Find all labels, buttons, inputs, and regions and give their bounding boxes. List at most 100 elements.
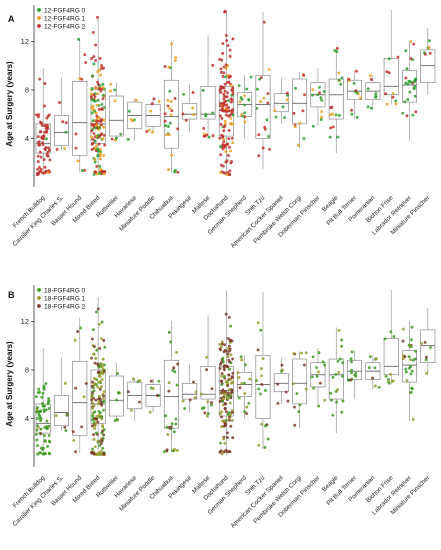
data-point [83,53,87,57]
data-point [220,116,224,120]
data-point [102,452,106,456]
data-point [46,171,50,175]
data-point [36,115,40,119]
data-point [317,370,320,374]
data-point [220,415,224,419]
data-point [171,449,175,453]
data-point [413,77,417,81]
data-point [44,170,48,174]
data-point [224,419,228,422]
data-point [406,82,410,86]
data-point [243,392,247,395]
data-point [167,65,171,69]
data-point [47,424,51,428]
data-point [96,15,99,19]
data-point [242,381,246,385]
data-point [174,56,178,60]
box-chihuahua [163,41,180,174]
box-iqr [328,358,344,400]
data-point [219,396,223,400]
legend-entry: 18-FGF4RG 1 [44,295,86,302]
data-point [347,77,351,81]
data-point [91,406,94,410]
data-point [224,392,228,396]
data-point [165,448,169,452]
data-point [102,408,105,412]
data-point [100,87,103,91]
data-point [281,105,285,109]
box-iqr [182,102,198,120]
data-point [37,387,41,391]
data-point [392,335,396,338]
data-point [38,130,42,134]
data-point [222,397,226,401]
data-point [424,371,428,375]
data-point [424,355,428,359]
data-point [173,97,177,100]
panel-label: B [8,290,15,300]
data-point [315,374,319,378]
data-point [202,126,206,130]
data-point [89,356,93,360]
data-point [255,107,259,110]
data-point [239,96,243,99]
data-point [245,87,249,91]
data-point [205,355,209,359]
data-point [96,70,100,74]
data-point [355,115,359,119]
data-point [58,101,61,104]
data-point [93,345,96,349]
data-point [211,134,215,138]
data-point [267,134,270,138]
box-iqr [420,49,436,83]
box-beagle [328,327,345,434]
data-point [90,98,94,102]
y-tick-label: 12 [21,317,29,326]
data-point [82,395,86,399]
data-point [95,164,99,168]
box-cavalier-king-charles-s- [54,77,69,151]
data-point [36,167,40,171]
data-point [43,82,47,85]
data-point [91,137,95,141]
data-point [366,87,370,91]
data-point [99,370,103,374]
data-point [42,408,46,412]
data-point [334,372,338,376]
data-point [226,396,230,400]
data-point [170,42,174,46]
data-point [64,428,68,432]
data-point [387,381,391,385]
data-point [328,135,332,139]
data-point [90,424,94,428]
data-point [258,392,262,396]
data-point [336,388,339,392]
data-point [169,340,173,344]
data-point [311,124,315,128]
data-point [230,339,234,343]
data-point [43,147,47,151]
data-point [92,376,96,380]
data-point [228,401,232,405]
data-point [64,121,68,125]
legend: 12-FGF4RG 012-FGF4RG 112-FGF4RG 2 [37,7,86,30]
data-point [134,98,138,102]
data-point [47,399,51,403]
data-point [40,395,44,399]
data-point [42,137,45,141]
data-point [243,120,247,124]
data-point [223,89,227,93]
data-point [98,56,102,60]
data-point [239,355,243,359]
data-point [166,432,170,436]
data-point [101,357,105,361]
data-point [409,57,413,61]
data-point [374,94,378,98]
box-doberman-pinscher [310,348,327,408]
data-point [409,345,413,349]
data-point [293,125,297,129]
data-point [226,352,230,356]
data-point [163,119,167,123]
data-point [43,433,47,437]
data-point [54,414,58,418]
